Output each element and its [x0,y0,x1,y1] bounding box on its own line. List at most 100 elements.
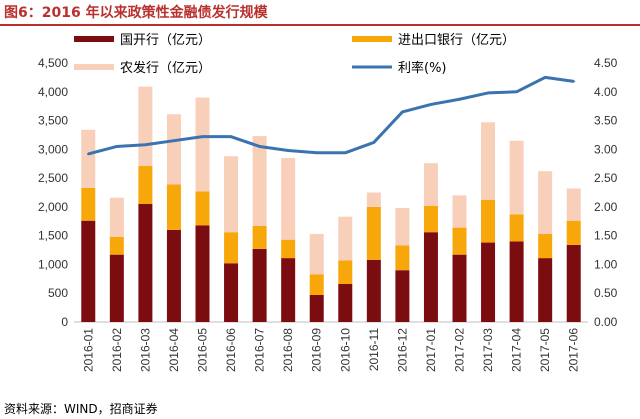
x-tick-label: 2017-04 [510,328,524,372]
legend-label-nongfa: 农发行（亿元） [120,60,211,76]
x-tick-label: 2016-12 [395,328,409,372]
bar-jinchukou [366,206,381,260]
bar-guokai [566,244,581,322]
rate-point [315,151,318,154]
bar-nongfa [281,157,296,240]
y-left-tick-label: 3,500 [38,114,68,128]
rate-point [543,76,547,79]
x-tick-label: 2016-04 [167,328,181,372]
bar-groups [81,86,581,322]
bar-nongfa [224,156,239,233]
bar-nongfa [395,208,410,246]
x-tick-label: 2016-08 [281,328,295,372]
legend: 国开行（亿元） 进出口银行（亿元） 农发行（亿元） 利率(%) [74,33,515,76]
bar-jinchukou [195,191,210,226]
bar-nongfa [538,171,553,234]
y-right-tick-label: 4.00 [594,85,618,99]
y-left-tick-label: 4,500 [38,56,68,70]
y-right-tick-label: 3.00 [594,142,618,156]
bar-nongfa [166,114,181,185]
y-left-tick-label: 1,500 [38,229,68,243]
rate-line-group [87,75,575,156]
bar-guokai [195,225,210,322]
bar-guokai [281,258,296,322]
bar-nongfa [423,163,438,206]
rate-point [458,98,461,101]
bar-nongfa [566,188,581,221]
x-tick-label: 2017-06 [567,328,581,372]
x-tick-label: 2016-05 [196,328,210,372]
bar-jinchukou [109,236,124,255]
x-tick-label: 2016-09 [310,328,324,372]
x-tick-label: 2016-11 [367,328,381,371]
rate-point [172,139,176,142]
bar-guokai [138,204,153,322]
bar-guokai [509,241,524,322]
rate-point [372,141,376,144]
rate-point [258,145,261,148]
rate-point [401,110,404,114]
legend-swatch-jinchukou [352,36,392,42]
bar-guokai [81,220,96,322]
y-left-tick-label: 0 [61,315,68,329]
y-right-tick-label: 2.00 [594,200,618,214]
x-tick-label: 2017-01 [424,328,438,372]
x-tick-label: 2017-05 [538,328,552,372]
y-left-tick-label: 2,500 [38,171,68,185]
y-right-tick-label: 3.50 [594,114,618,128]
bar-nongfa [452,195,467,228]
y-left-tick-label: 1,000 [38,257,68,271]
bar-jinchukou [452,227,467,255]
bar-guokai [423,232,438,322]
bar-jinchukou [138,166,153,205]
bar-jinchukou [166,184,181,230]
x-tick-label: 2016-07 [253,328,267,372]
bar-jinchukou [423,205,438,233]
rate-point [429,103,433,106]
figure-title: 图6：2016 年以来政策性金融债发行规模 [4,5,268,21]
x-tick-label: 2016-06 [224,328,238,372]
bar-guokai [166,229,181,322]
bar-jinchukou [252,225,267,249]
y-right-tick-label: 1.00 [594,257,618,271]
bar-nongfa [309,233,324,275]
rate-point [115,145,119,148]
bar-jinchukou [281,239,296,259]
bar-nongfa [252,136,267,226]
legend-label-rate: 利率(%) [398,60,447,76]
x-tick-label: 2016-02 [110,328,124,372]
axes: 0 500 1,000 1,500 2,000 2,500 3,000 3,500 4,000 4… [38,56,618,372]
rate-line [87,75,574,156]
y-right-tick-label: 4.50 [594,56,618,70]
rate-point [229,135,233,138]
bar-guokai [109,254,124,322]
legend-label-guokai: 国开行（亿元） [120,33,211,48]
rate-point [286,149,290,152]
x-tick-label: 2016-01 [81,328,95,372]
bar-guokai [338,284,353,322]
bar-jinchukou [309,274,324,295]
y-left-tick-label: 2,000 [38,200,68,214]
rate-point [144,143,147,146]
x-tick-label: 2016-10 [338,328,352,372]
bar-nongfa [109,197,124,237]
source-note: 资料来源：WIND，招商证券 [4,402,158,416]
bar-jinchukou [224,232,239,264]
bar-jinchukou [566,220,581,245]
legend-swatch-nongfa [74,64,114,70]
title-rule [0,24,640,26]
bar-nongfa [366,192,381,207]
bar-guokai [366,259,381,322]
rate-point [201,135,204,138]
bar-nongfa [195,97,210,192]
bar-nongfa [509,140,524,215]
y-right-tick-label: 0.50 [594,286,618,300]
y-left-tick-label: 500 [48,286,68,300]
bar-guokai [538,258,553,322]
y-left-tick-label: 4,000 [38,85,68,99]
bar-jinchukou [509,214,524,242]
bar-jinchukou [538,233,553,259]
y-right-tick-label: 0.00 [594,315,618,329]
legend-swatch-guokai [74,36,114,42]
bar-nongfa [481,122,496,200]
